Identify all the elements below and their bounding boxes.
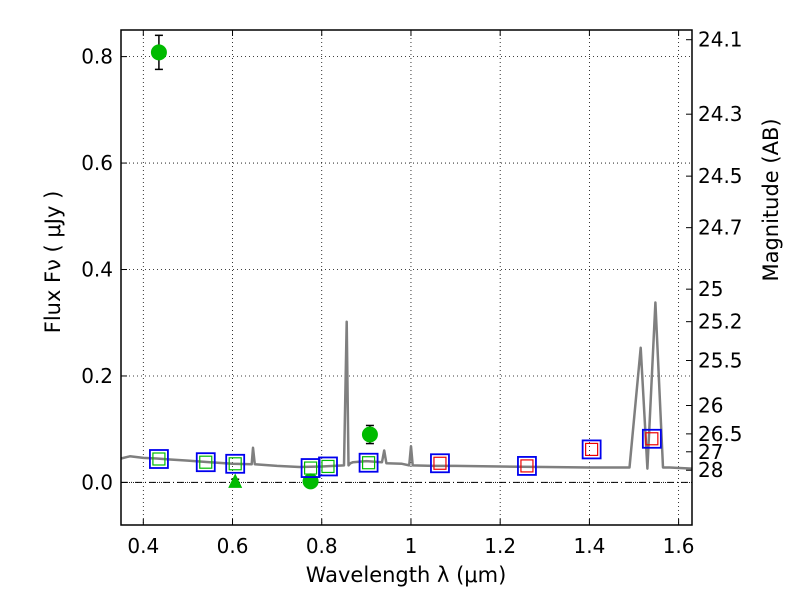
y-tick-label: 0.8 — [81, 45, 113, 69]
model-point-inner — [228, 457, 242, 471]
x-tick-label: 0.8 — [306, 534, 338, 558]
flux-point — [361, 426, 378, 443]
x-tick-label: 0.6 — [217, 534, 249, 558]
flux-point — [150, 44, 167, 61]
model-point-inner — [199, 455, 213, 469]
model-point — [581, 439, 602, 460]
x-tick-label: 1.2 — [484, 534, 516, 558]
magnitude-tick-label: 25 — [698, 277, 723, 301]
model-point — [318, 456, 338, 477]
y-axis-label: Flux Fν ( μJy ) — [41, 191, 65, 334]
model-point — [430, 453, 450, 474]
magnitude-tick-label: 24.7 — [698, 216, 743, 240]
magnitude-tick-label: 25.2 — [698, 310, 743, 334]
model-sed-layer — [120, 301, 693, 470]
magnitude-tick-label: 26.5 — [698, 422, 743, 446]
model-point-inner — [585, 442, 599, 457]
y-tick-label: 0.4 — [81, 258, 113, 282]
x-tick-label: 1 — [405, 534, 418, 558]
model-point-inner — [361, 456, 376, 470]
model-point — [358, 452, 379, 473]
marker-layer — [149, 34, 662, 490]
magnitude-tick-label: 24.5 — [698, 164, 743, 188]
model-point-inner — [152, 452, 166, 466]
magnitude-tick-label: 27 — [698, 440, 723, 464]
model-point — [149, 449, 169, 469]
ticks: 0.4 0.6 0.8 1 1.2 1.4 1.6 0.0 0.2 0.4 0.6 0.8 24.1 24… — [81, 28, 742, 558]
x-axis-label: Wavelength λ (μm) — [306, 563, 507, 587]
magnitude-tick-label: 25.5 — [698, 348, 743, 372]
magnitude-tick-label: 26 — [698, 393, 723, 417]
x-tick-label: 1.4 — [573, 534, 605, 558]
x-tick-label: 0.4 — [127, 534, 159, 558]
sed-line — [120, 301, 693, 470]
model-point — [517, 456, 537, 476]
y-tick-label: 0.2 — [81, 364, 113, 388]
grid — [121, 30, 692, 525]
plot-frame — [120, 29, 693, 526]
model-point-inner — [433, 456, 447, 470]
y-tick-label: 0.6 — [81, 151, 113, 175]
y-tick-label: 0.0 — [81, 470, 113, 494]
upper-limit-marker — [228, 473, 243, 488]
model-point-inner — [321, 459, 335, 474]
x-tick-label: 1.6 — [663, 534, 695, 558]
magnitude-tick-label: 28 — [698, 458, 723, 482]
model-point — [641, 428, 662, 449]
magnitude-tick-label: 24.1 — [698, 28, 743, 52]
model-point — [225, 453, 246, 474]
model-point — [195, 452, 216, 473]
model-point-inner — [303, 461, 318, 475]
magnitude-tick-label: 24.3 — [698, 102, 743, 126]
flux-point — [302, 473, 319, 490]
magnitude-axis-label: Magnitude (AB) — [759, 118, 783, 281]
model-point-inner — [645, 432, 659, 446]
model-point-inner — [520, 459, 534, 473]
